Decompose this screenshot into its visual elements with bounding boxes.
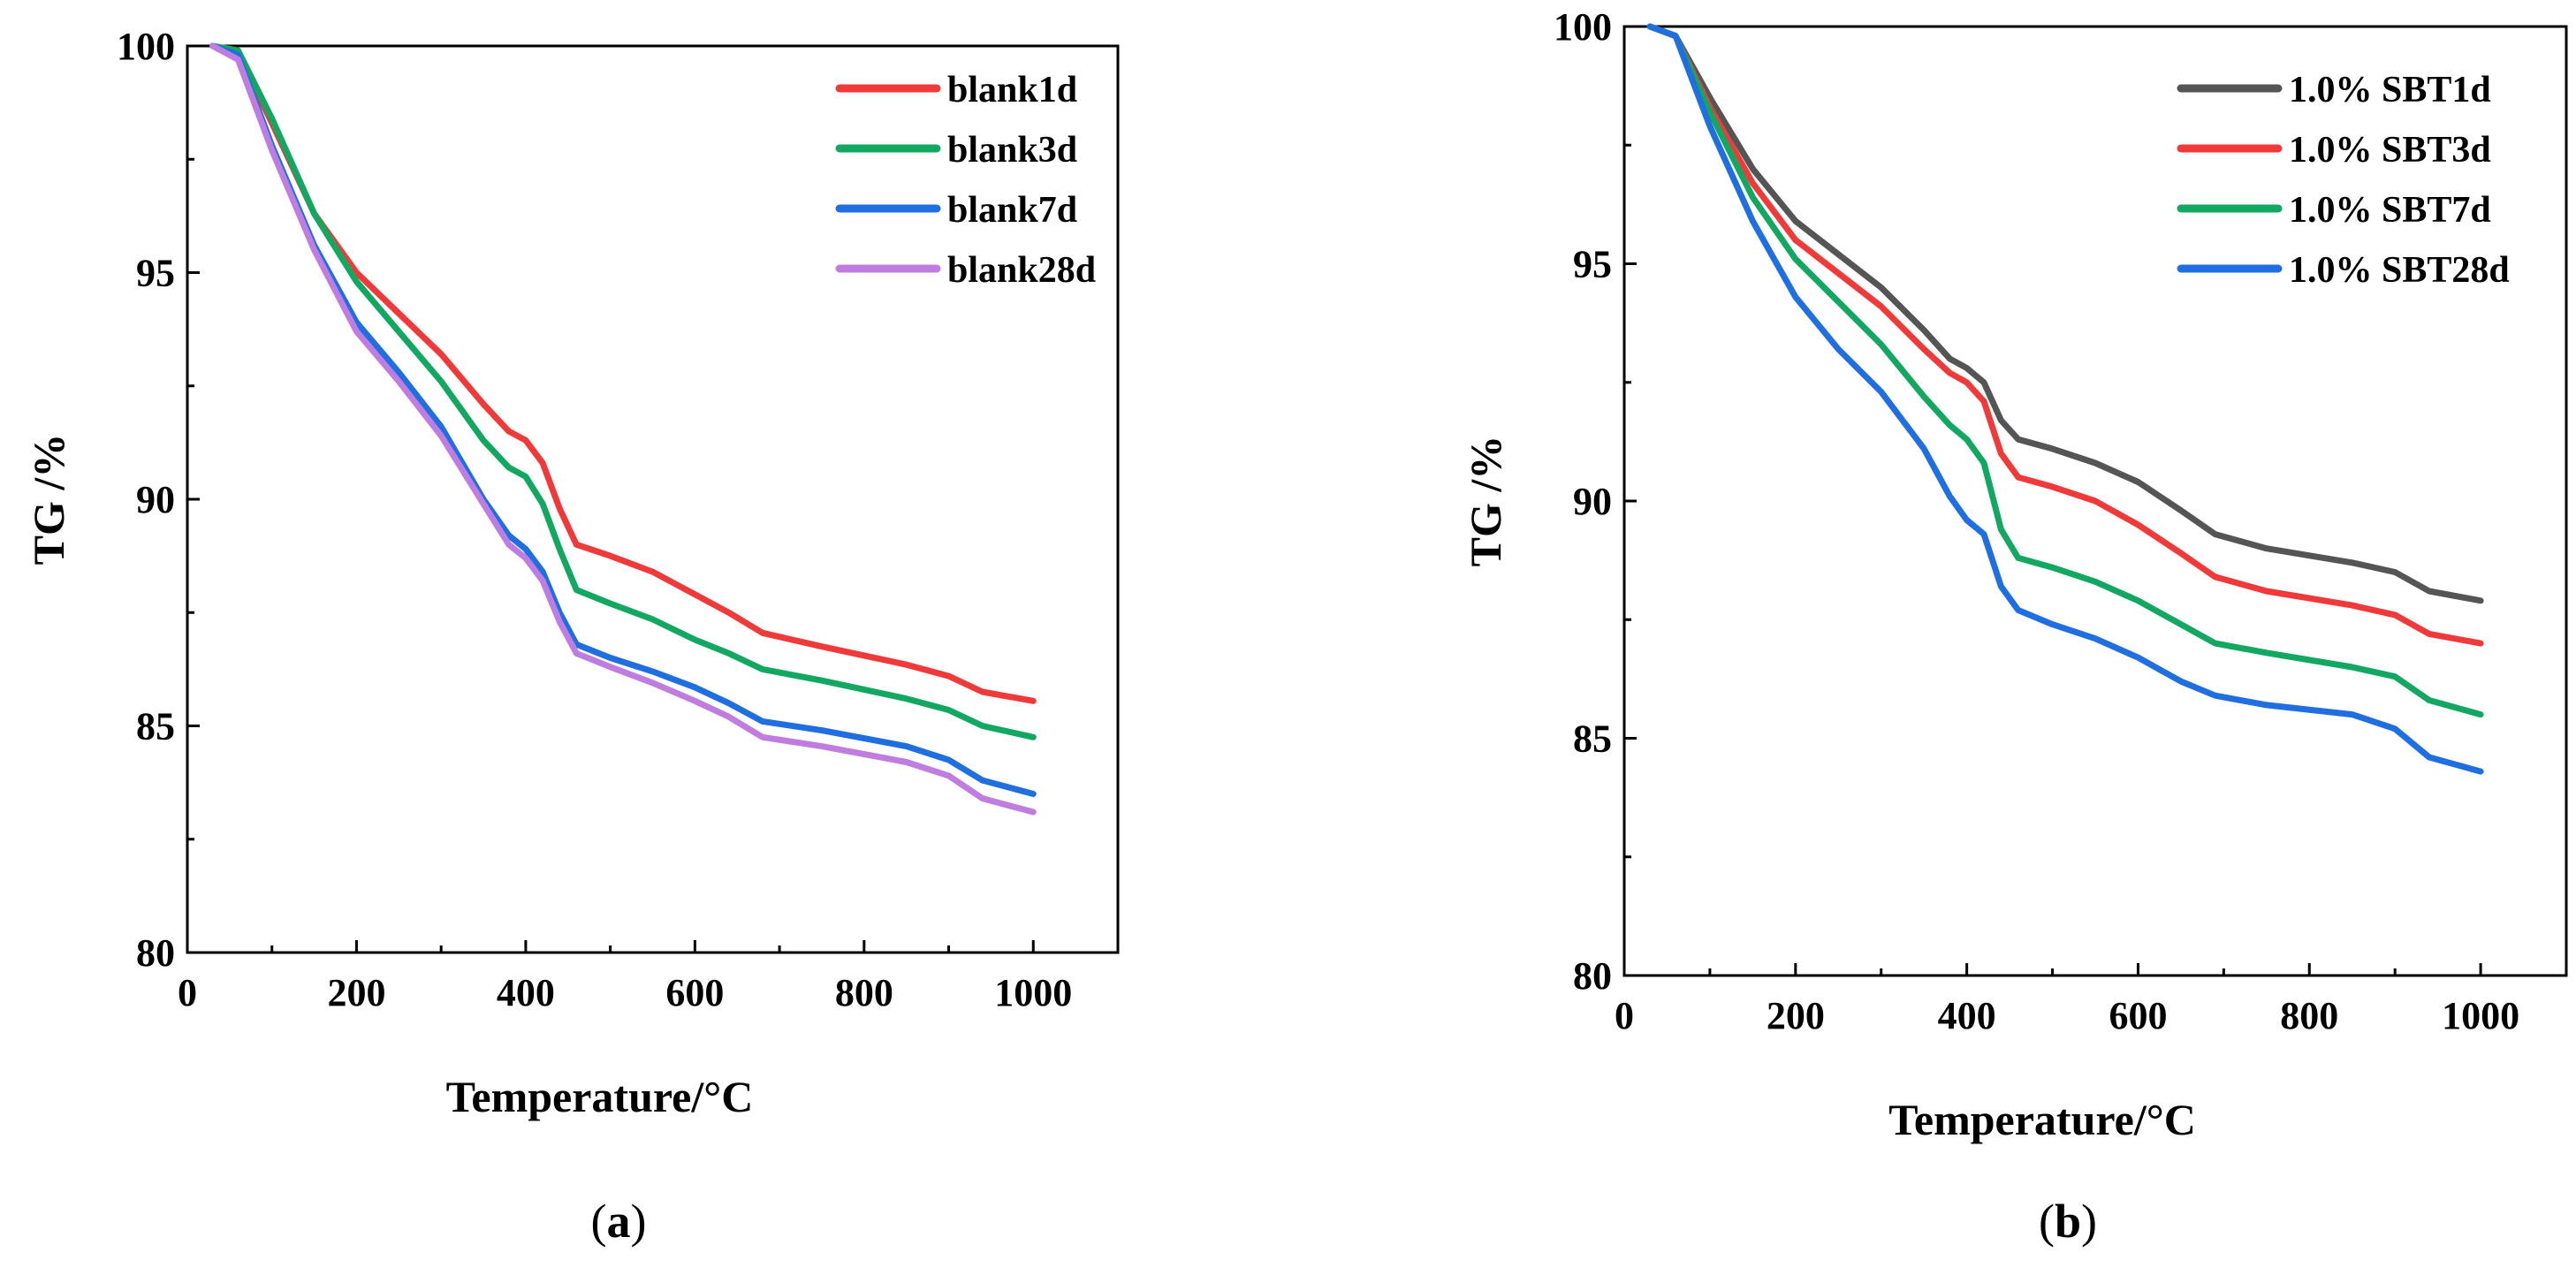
panel-a-y-tick-label: 95 bbox=[136, 252, 175, 295]
panel-b-y-tick-label: 80 bbox=[1573, 954, 1612, 998]
panel-b-y-tick-label: 85 bbox=[1573, 717, 1612, 761]
panel-a-series-line-0 bbox=[209, 42, 1037, 704]
panel-b-series-line-1 bbox=[1646, 23, 2484, 647]
panel-b-x-tick-label: 800 bbox=[2280, 994, 2338, 1037]
panel-a-x-tick-label: 600 bbox=[665, 971, 724, 1014]
panel-b-x-tick-label: 600 bbox=[2109, 994, 2167, 1037]
panel-b-legend-label-3: 1.0% SBT28d bbox=[2289, 250, 2510, 291]
panel-b-y-axis-title: TG /% bbox=[1461, 436, 1510, 567]
panel-a-legend-label-1: blank3d bbox=[947, 130, 1077, 171]
panel-b-series-line-2 bbox=[1646, 23, 2484, 718]
panel-b-y-tick-label: 90 bbox=[1573, 480, 1612, 523]
panel-b-x-tick-label: 0 bbox=[1615, 994, 1634, 1037]
panel-a-label: (a) bbox=[591, 1195, 647, 1248]
panel-a-series-line-3 bbox=[209, 42, 1037, 816]
panel-a-legend-label-2: blank7d bbox=[947, 190, 1077, 231]
panel-a-x-tick-label: 200 bbox=[327, 971, 385, 1014]
panel-a-chart: 0 200 400 600 800 1000 80 85 90 95 100 Temperature/… bbox=[24, 25, 1120, 1248]
panel-b-y-tick-label: 95 bbox=[1573, 243, 1612, 286]
panel-a-y-tick-label: 90 bbox=[136, 478, 175, 521]
panel-b-x-tick-label: 200 bbox=[1767, 994, 1825, 1037]
panel-a-x-tick-label: 800 bbox=[835, 971, 893, 1014]
panel-a-x-tick-label: 400 bbox=[497, 971, 555, 1014]
panel-b-legend-label-0: 1.0% SBT1d bbox=[2289, 70, 2491, 110]
panel-b-x-axis-title: Temperature/°C bbox=[1888, 1095, 2196, 1144]
panel-b-legend-label-1: 1.0% SBT3d bbox=[2289, 130, 2491, 171]
panel-b-label: (b) bbox=[2039, 1195, 2097, 1248]
panel-b-chart: 0 200 400 600 800 1000 80 85 90 95 100 Temperature/… bbox=[1461, 5, 2568, 1248]
panel-a-y-axis-title: TG /% bbox=[24, 434, 73, 566]
panel-a-legend-label-0: blank1d bbox=[947, 70, 1077, 110]
panel-a-plot-frame bbox=[186, 44, 1120, 954]
panel-a-series-line-1 bbox=[209, 42, 1037, 740]
panel-a-y-tick-label: 85 bbox=[136, 705, 175, 748]
panel-b-series-line-3 bbox=[1646, 23, 2484, 775]
panel-b-x-tick-label: 400 bbox=[1938, 994, 1996, 1037]
panel-b-y-tick-label: 100 bbox=[1554, 5, 1612, 49]
panel-a-y-tick-label: 80 bbox=[136, 931, 175, 975]
panel-a-x-axis-title: Temperature/°C bbox=[446, 1072, 754, 1121]
panel-a-x-tick-label: 1000 bbox=[994, 971, 1072, 1014]
panel-a-x-tick-label: 0 bbox=[178, 971, 197, 1014]
panel-a-y-tick-label: 100 bbox=[117, 25, 175, 68]
panel-a-series-line-2 bbox=[209, 42, 1037, 797]
panel-b-legend-label-2: 1.0% SBT7d bbox=[2289, 190, 2491, 231]
panel-b-series-line-0 bbox=[1646, 23, 2484, 604]
panel-b-x-tick-label: 1000 bbox=[2442, 994, 2519, 1037]
panel-a-legend-label-3: blank28d bbox=[947, 250, 1096, 291]
